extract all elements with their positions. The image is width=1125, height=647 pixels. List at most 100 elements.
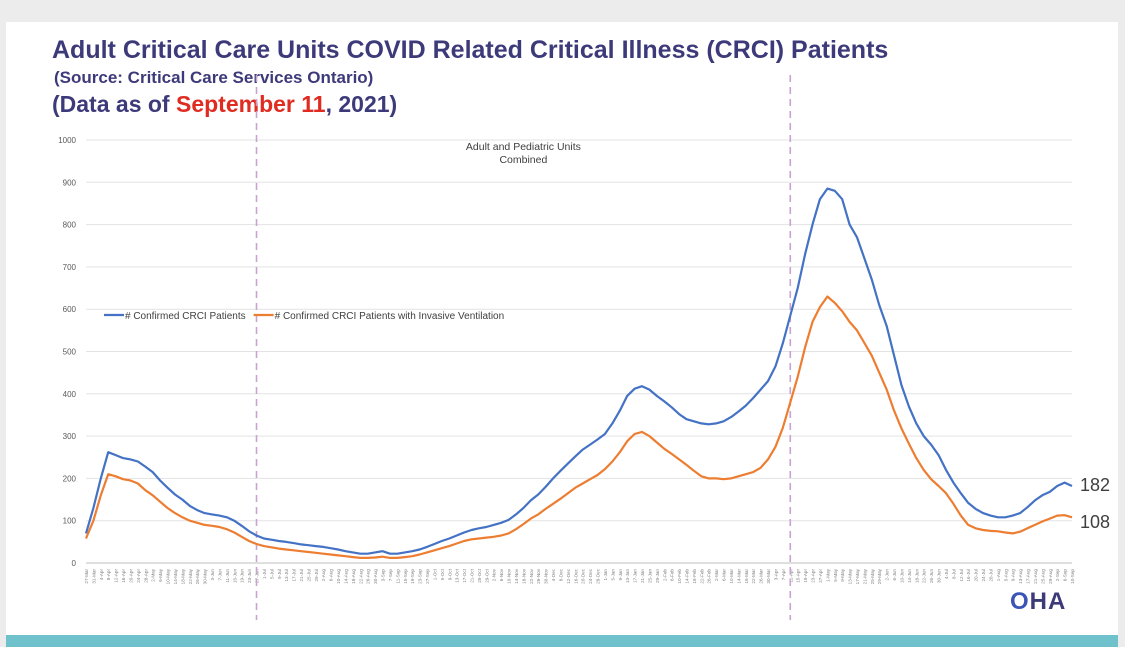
x-tick-label: 1-Oct xyxy=(432,568,437,580)
x-tick-label: 2-Aug xyxy=(321,569,326,582)
x-tick-label: 8-Apr xyxy=(106,569,111,581)
y-tick-label: 700 xyxy=(63,263,77,272)
x-tick-label: 9-Aug xyxy=(1011,569,1016,582)
x-tick-label: 6-Mar xyxy=(722,569,727,581)
x-tick-label: 18-Feb xyxy=(692,569,697,584)
x-tick-label: 3-Sep xyxy=(381,569,386,582)
x-tick-label: 11-Sep xyxy=(395,569,400,584)
x-tick-label: 30-May xyxy=(203,568,208,584)
x-tick-label: 26-Mar xyxy=(759,569,764,584)
x-tick-label: 29-Oct xyxy=(484,568,489,583)
x-tick-label: 9-Jan xyxy=(618,569,623,581)
x-tick-label: 19-Jun xyxy=(240,569,245,583)
x-tick-label: 21-Oct xyxy=(470,568,475,583)
x-tick-label: 26-Aug xyxy=(366,569,371,584)
date-highlight: September 11 xyxy=(175,91,326,117)
x-tick-label: 2-May xyxy=(151,568,156,581)
annotation-text: Adult and Pediatric Units xyxy=(466,141,581,153)
x-tick-label: 14-May xyxy=(173,568,178,584)
x-tick-label: 17-Oct xyxy=(462,568,467,583)
x-tick-label: 25-Jul xyxy=(306,569,311,582)
x-tick-label: 30-Mar xyxy=(766,569,771,584)
x-tick-label: 22-Jun xyxy=(922,569,927,583)
series-end-label: 108 xyxy=(1080,512,1110,532)
x-tick-label: 26-May xyxy=(195,568,200,584)
x-tick-label: 17-Jan xyxy=(633,569,638,583)
x-tick-label: 14-Jun xyxy=(907,569,912,583)
ventilated-series-line xyxy=(84,295,1073,559)
x-tick-label: 13-Jul xyxy=(284,569,289,582)
x-tick-label: 22-Mar xyxy=(751,569,756,584)
x-tick-label: 28-Dec xyxy=(596,568,601,584)
x-tick-label: 12-Apr xyxy=(114,569,119,583)
x-tick-label: 11-Apr xyxy=(788,569,793,583)
x-tick-label: 22-Aug xyxy=(358,569,363,584)
confirmed-series-line xyxy=(84,187,1073,555)
x-tick-label: 23-Apr xyxy=(811,569,816,583)
x-tick-label: 7-Sep xyxy=(388,569,393,582)
footer-bar xyxy=(6,635,1118,647)
x-tick-label: 13-May xyxy=(848,568,853,584)
x-tick-label: 5-May xyxy=(833,568,838,581)
x-tick-label: 1-May xyxy=(825,568,830,581)
x-tick-label: 6-Feb xyxy=(670,569,675,581)
x-tick-label: 23-Sep xyxy=(418,569,423,584)
x-tick-label: 20-Apr xyxy=(128,569,133,583)
x-tick-label: 31-Mar xyxy=(91,569,96,584)
x-tick-label: 27-Jun xyxy=(255,569,260,583)
x-tick-label: 22-May xyxy=(188,568,193,584)
x-tick-label: 7-Jun xyxy=(217,569,222,581)
logo-letter-o: O xyxy=(1010,588,1030,615)
x-tick-label: 18-Mar xyxy=(744,569,749,584)
x-tick-label: 20-Jul xyxy=(974,569,979,582)
y-tick-label: 600 xyxy=(63,305,77,314)
x-tick-label: 16-Apr xyxy=(121,569,126,583)
x-tick-label: 5-Jan xyxy=(610,569,615,581)
x-tick-label: 21-Jan xyxy=(640,569,645,583)
x-tick-label: 24-Dec xyxy=(588,568,593,584)
x-tick-label: 1-Aug xyxy=(996,569,1001,582)
x-tick-label: 9-Oct xyxy=(447,568,452,580)
x-tick-label: 25-Jan xyxy=(647,569,652,583)
x-tick-label: 29-May xyxy=(877,568,882,584)
x-tick-label: 6-Nov xyxy=(499,568,504,581)
x-tick-label: 8-Dec xyxy=(558,568,563,581)
x-tick-label: 2-Jun xyxy=(885,569,890,581)
x-tick-label: 18-Nov xyxy=(521,568,526,584)
y-tick-label: 200 xyxy=(63,474,77,483)
legend-label: # Confirmed CRCI Patients xyxy=(125,311,246,322)
x-tick-label: 19-Sep xyxy=(410,569,415,584)
x-tick-label: 30-Aug xyxy=(373,569,378,584)
slide-background xyxy=(6,22,1118,647)
x-tick-label: 15-Sep xyxy=(403,569,408,584)
x-tick-label: 6-May xyxy=(158,568,163,581)
x-tick-label: 29-Jul xyxy=(314,569,319,582)
x-tick-label: 4-Dec xyxy=(551,568,556,581)
x-tick-label: 10-Jun xyxy=(899,569,904,583)
x-tick-label: 5-Jul xyxy=(269,569,274,579)
y-tick-label: 100 xyxy=(63,517,77,526)
x-tick-label: 10-Aug xyxy=(336,569,341,584)
logo-letters-ha: HA xyxy=(1029,588,1067,615)
annotation-text: Combined xyxy=(499,154,547,166)
x-tick-label: 17-May xyxy=(855,568,860,584)
x-tick-label: 25-May xyxy=(870,568,875,584)
x-tick-label: 26-Jun xyxy=(929,569,934,583)
x-tick-label: 28-Apr xyxy=(143,569,148,583)
x-tick-label: 4-Apr xyxy=(99,569,104,581)
x-tick-label: 22-Feb xyxy=(699,569,704,584)
x-tick-label: 5-Oct xyxy=(440,568,445,580)
x-tick-label: 18-Jun xyxy=(914,569,919,583)
x-tick-label: 29-Aug xyxy=(1048,569,1053,584)
x-tick-label: 25-Aug xyxy=(1040,569,1045,584)
x-tick-label: 13-Aug xyxy=(1018,569,1023,584)
x-tick-label: 21-Aug xyxy=(1033,569,1038,584)
x-tick-label: 9-May xyxy=(840,568,845,581)
x-tick-label: 5-Aug xyxy=(1003,569,1008,582)
x-tick-label: 10-Feb xyxy=(677,569,682,584)
x-tick-label: 2-Mar xyxy=(714,569,719,581)
x-tick-label: 15-Jun xyxy=(232,569,237,583)
x-tick-label: 19-Apr xyxy=(803,569,808,583)
x-tick-label: 13-Jan xyxy=(625,569,630,583)
x-tick-label: 26-Feb xyxy=(707,569,712,584)
